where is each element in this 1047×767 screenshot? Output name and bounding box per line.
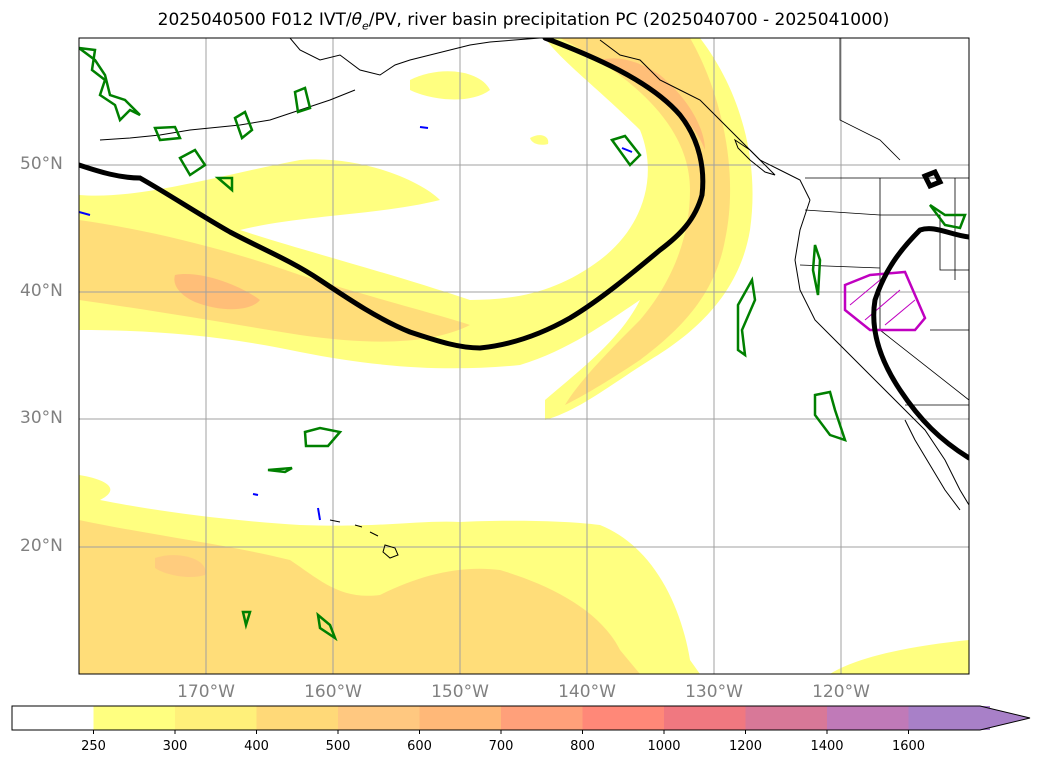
blue-contour-2 <box>419 126 429 129</box>
us-west-coast <box>794 199 969 506</box>
colorbar <box>11 705 1031 734</box>
ivt-band-south-mid <box>79 520 640 674</box>
colorbar-tick-300: 300 <box>162 739 188 754</box>
lon-label-130w: 130°W <box>685 682 743 702</box>
colorbar-segment-under <box>12 706 94 730</box>
aleutian-islands <box>99 89 356 141</box>
blue-contours <box>79 126 633 521</box>
blue-contour-3 <box>621 147 633 153</box>
theta-e-contour-14 <box>241 610 252 630</box>
ivt-shading <box>79 38 969 674</box>
colorbar-segment-600 <box>419 706 501 730</box>
colorbar-segment-800 <box>582 706 664 730</box>
colorbar-segment-1000 <box>664 706 746 730</box>
hawaii-islands <box>329 519 399 559</box>
theta-e-contour-6 <box>293 86 312 114</box>
theta-e-contour-11 <box>303 426 343 448</box>
river-basin-outline <box>843 270 927 332</box>
colorbar-tick-1400: 1400 <box>810 739 844 754</box>
basin-boundary <box>843 270 927 332</box>
pv-contours <box>79 38 969 461</box>
colorbar-segment-1400 <box>827 706 909 730</box>
theta-e-contour-5 <box>233 110 254 141</box>
theta-e-contour-4 <box>214 176 234 193</box>
map-frame <box>78 37 970 675</box>
ivt-cell-gulf <box>410 71 490 100</box>
lon-label-160w: 160°W <box>304 682 362 702</box>
theta-e-contour-8 <box>736 276 757 358</box>
grid-lines <box>79 38 969 674</box>
theta-e-contour-9 <box>811 244 822 296</box>
alaska-canada-border <box>839 38 901 161</box>
id-border <box>880 214 969 271</box>
blue-contour-4 <box>317 507 321 521</box>
colorbar-tick-1200: 1200 <box>728 739 763 754</box>
colorbar-outline <box>11 705 1031 731</box>
colorbar-tick-250: 250 <box>81 739 106 754</box>
theta-e-contours <box>79 46 967 642</box>
lat-label-40n: 40°N <box>20 281 63 301</box>
baja-coast <box>904 419 961 511</box>
ivt-band-coast-high <box>600 58 705 150</box>
wa-or-border <box>804 209 881 216</box>
theta-e-contour-7 <box>609 134 642 167</box>
theta-e-contour-12 <box>267 466 293 474</box>
blue-contour-5 <box>252 493 259 496</box>
colorbar-tick-700: 700 <box>488 739 514 754</box>
colorbar-tick-1000: 1000 <box>647 739 681 754</box>
basin-hatch <box>849 279 916 326</box>
lon-label-140w: 140°W <box>558 682 616 702</box>
colorbar-tick-800: 800 <box>570 739 595 754</box>
ivt-cell-small <box>530 135 549 145</box>
blue-contour-1 <box>79 211 91 216</box>
colorbar-segment-300 <box>175 706 257 730</box>
colorbar-segment-700 <box>501 706 583 730</box>
pv-contour-main <box>79 38 706 351</box>
theta-e-contour-15 <box>929 203 967 230</box>
colorbar-segment-500 <box>338 706 420 730</box>
colorbar-segment-250 <box>93 706 175 730</box>
colorbar-tick-400: 400 <box>244 739 269 754</box>
theta-e-contour-13 <box>316 611 338 642</box>
theta-e-contour-10 <box>813 390 847 442</box>
lon-label-150w: 150°W <box>431 682 489 702</box>
lon-label-120w: 120°W <box>812 682 870 702</box>
ivt-band-south-high <box>155 555 206 578</box>
map-panel <box>79 38 969 674</box>
colorbar-tick-600: 600 <box>407 739 432 754</box>
map-title: 2025040500 F012 IVT/θe/PV, river basin p… <box>157 10 890 33</box>
theta-e-contour-2 <box>153 125 182 142</box>
pv-contour-east <box>871 226 969 461</box>
alaska-coast <box>289 38 541 76</box>
vancouver-island <box>733 138 776 176</box>
colorbar-segment-1200 <box>745 706 827 730</box>
pv-contour-small <box>921 168 944 190</box>
lat-label-50n: 50°N <box>20 154 63 174</box>
colorbar-segment-400 <box>256 706 338 730</box>
theta-e-contour-3 <box>178 148 207 177</box>
bc-coast <box>599 39 811 201</box>
lat-label-30n: 30°N <box>20 408 63 428</box>
ivt-band-se-low <box>830 640 969 674</box>
theta-e-contour-1 <box>79 46 141 123</box>
colorbar-tick-1600: 1600 <box>891 739 926 754</box>
coastlines <box>99 38 969 559</box>
colorbar-extend-arrow <box>908 706 1030 730</box>
colorbar-tick-500: 500 <box>325 739 351 754</box>
lat-label-20n: 20°N <box>20 536 63 556</box>
lon-label-170w: 170°W <box>177 682 235 702</box>
